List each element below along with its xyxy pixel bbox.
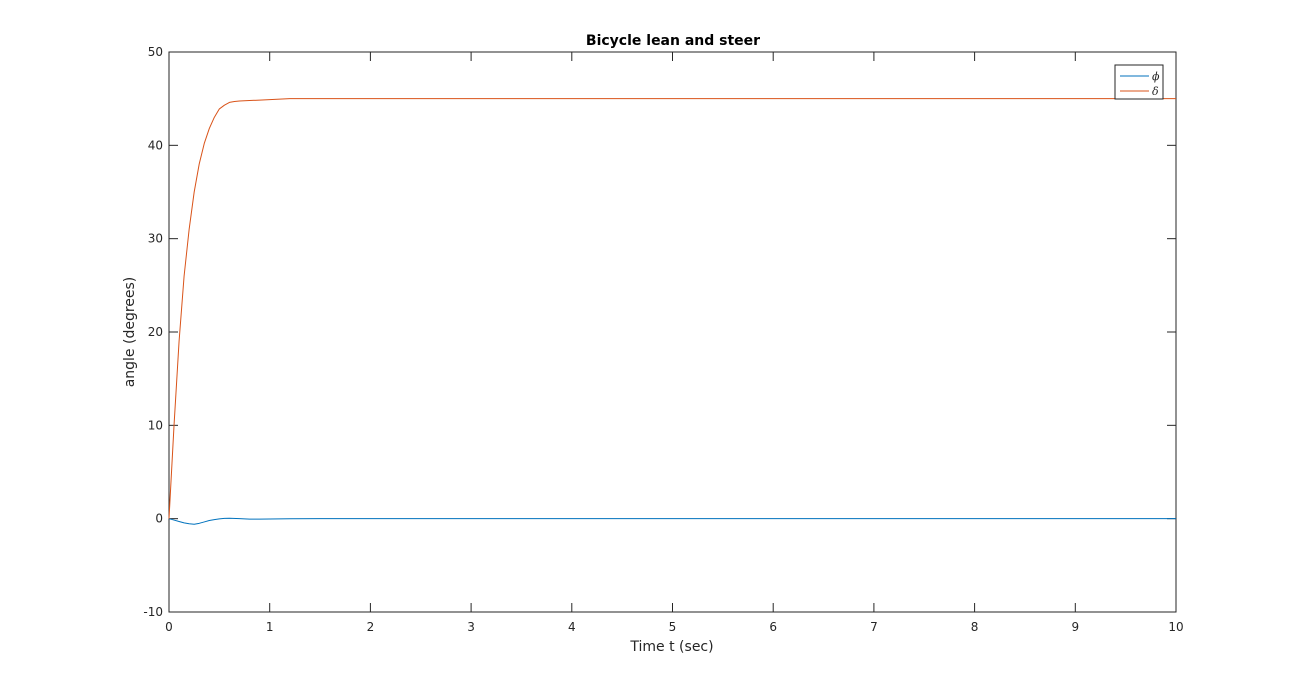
y-tick-label: -10 xyxy=(143,605,163,619)
y-tick-label: 40 xyxy=(148,138,163,152)
x-tick-label: 7 xyxy=(870,620,878,634)
y-tick-label: 10 xyxy=(148,418,163,432)
legend-label-1: δ xyxy=(1152,85,1159,98)
x-tick-label: 8 xyxy=(971,620,979,634)
x-tick-label: 2 xyxy=(367,620,375,634)
x-tick-label: 3 xyxy=(467,620,475,634)
legend-label-0: ϕ xyxy=(1152,70,1160,83)
x-tick-label: 6 xyxy=(769,620,777,634)
y-tick-label: 20 xyxy=(148,325,163,339)
x-tick-label: 9 xyxy=(1071,620,1079,634)
x-tick-label: 5 xyxy=(669,620,677,634)
x-tick-label: 10 xyxy=(1168,620,1183,634)
y-tick-label: 50 xyxy=(148,45,163,59)
chart-title: Bicycle lean and steer xyxy=(586,33,760,49)
x-tick-label: 4 xyxy=(568,620,576,634)
x-tick-label: 1 xyxy=(266,620,274,634)
series-line-1 xyxy=(168,98,1176,519)
legend-items: ϕδ xyxy=(1120,70,1160,98)
legend-box xyxy=(1114,64,1164,100)
x-axis-label: Time t (sec) xyxy=(629,639,713,655)
y-tick-label: 30 xyxy=(148,232,163,246)
x-tick-label: 0 xyxy=(165,620,173,634)
y-tick-label: 0 xyxy=(155,512,163,526)
series-layer xyxy=(168,98,1176,525)
series-line-0 xyxy=(168,517,1176,525)
axes-box xyxy=(168,51,1177,613)
y-axis-label: angle (degrees) xyxy=(122,277,138,388)
legend: ϕδ xyxy=(1114,64,1164,100)
